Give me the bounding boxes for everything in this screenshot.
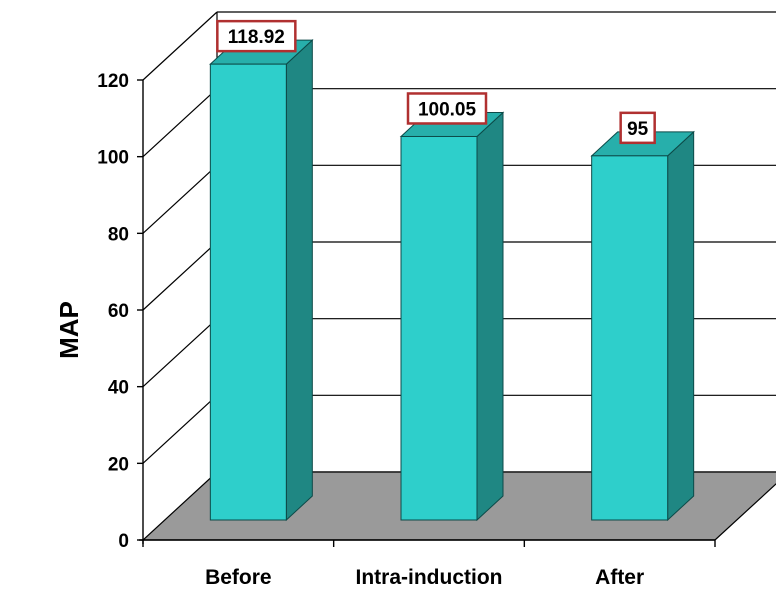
y-axis-label: MAP [54,301,84,359]
x-category-label: Intra-induction [356,566,503,589]
bar [399,111,505,522]
bars [209,38,695,522]
y-tick-labels: 0 20 40 60 80 100 120 [97,71,129,552]
bar-side-face [285,38,313,522]
data-label: 100.05 [406,92,488,125]
x-category-label: Before [205,566,272,589]
y-tick-label: 20 [108,454,129,475]
y-tick-label: 40 [108,378,129,399]
data-label-text: 95 [627,119,649,140]
gridline-diagonal [142,11,218,81]
gridline-diagonal [142,394,218,464]
bar-side-face [667,130,695,522]
bar [590,130,695,522]
gridline-diagonal [142,164,218,234]
x-category-label: After [595,566,644,589]
y-tick-label: 0 [118,531,129,552]
data-label-box [216,19,297,53]
bar [209,38,314,522]
y-tick-label: 80 [108,224,129,245]
bar-front-face [209,63,287,521]
data-label-text: 118.92 [228,27,285,48]
data-label-text: 100.05 [418,99,477,120]
data-label: 118.92 [216,19,297,53]
data-label-box [619,111,656,145]
data-labels: 118.92 100.05 95 [216,19,656,145]
y-tick-label: 100 [97,148,129,169]
bar-front-face [400,135,478,521]
axes [137,79,716,547]
x-category-labels: Before Intra-induction After [205,566,644,589]
bar-side-face [476,111,504,522]
y-tick-label: 120 [97,71,129,92]
data-label: 95 [619,111,656,145]
bar-front-face [591,155,669,521]
y-tick-label: 60 [108,301,129,322]
data-label-box [406,92,488,125]
gridline-diagonal [142,88,218,158]
gridline-diagonal [142,318,218,388]
gridline-diagonal [142,241,218,311]
